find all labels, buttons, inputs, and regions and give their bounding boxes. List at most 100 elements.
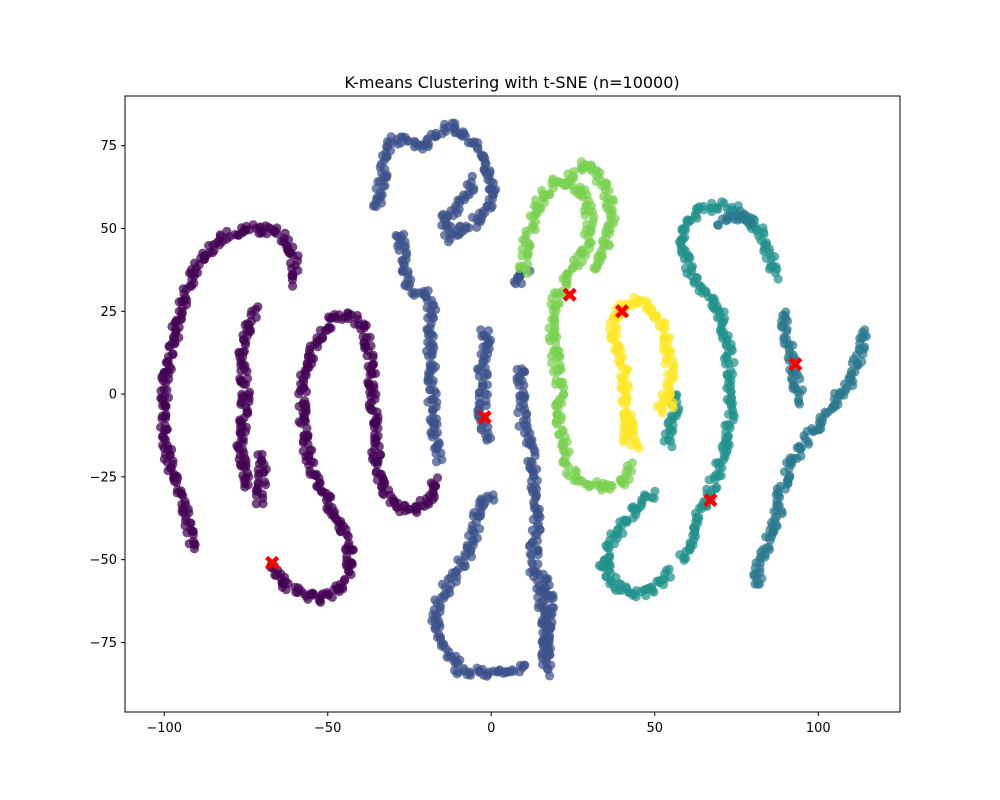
scatter-point xyxy=(610,320,621,330)
scatter-point xyxy=(160,421,170,431)
centroid-marker xyxy=(614,304,630,319)
scatter-point xyxy=(455,557,466,567)
scatter-point xyxy=(432,473,443,483)
scatter-point xyxy=(685,538,695,548)
scatter-point xyxy=(222,226,232,236)
scatter-point xyxy=(344,538,354,548)
scatter-point xyxy=(261,480,271,490)
scatter-point xyxy=(800,434,810,444)
scatter-point xyxy=(617,374,627,384)
scatter-point xyxy=(432,419,442,429)
scatter-point xyxy=(646,303,657,313)
scatter-point xyxy=(558,390,569,400)
x-tick-label: 100 xyxy=(806,721,831,736)
scatter-point xyxy=(168,349,178,359)
scatter-point xyxy=(407,288,417,298)
scatter-point xyxy=(386,132,396,142)
scatter-point xyxy=(234,347,244,357)
scatter-point xyxy=(346,310,356,320)
y-tick-label: −25 xyxy=(90,470,117,485)
centroid-markers-layer xyxy=(265,287,803,571)
scatter-point xyxy=(554,363,565,374)
scatter-point xyxy=(525,211,535,221)
scatter-point xyxy=(551,375,561,385)
scatter-point xyxy=(298,446,308,456)
scatter-point xyxy=(187,526,198,536)
scatter-point xyxy=(431,457,442,467)
scatter-point xyxy=(368,405,378,416)
x-tick-label: 50 xyxy=(646,721,663,736)
scatter-point xyxy=(549,603,559,613)
x-axis: −100 −50 0 50 100 xyxy=(146,712,831,736)
scatter-point xyxy=(561,468,572,478)
scatter-point xyxy=(467,171,477,181)
scatter-point xyxy=(599,242,609,252)
y-tick-label: 50 xyxy=(100,222,117,237)
x-tick-label: −50 xyxy=(314,721,341,736)
y-tick-label: 25 xyxy=(100,305,117,320)
scatter-point xyxy=(784,344,794,354)
scatter-point xyxy=(238,437,248,447)
scatter-point xyxy=(683,215,693,225)
scatter-point xyxy=(567,180,577,190)
scatter-point xyxy=(235,374,245,384)
scatter-point xyxy=(375,176,385,186)
scatter-point xyxy=(428,480,438,490)
scatter-point xyxy=(243,480,253,490)
scatter-point xyxy=(676,234,687,244)
scatter-point xyxy=(339,576,350,586)
scatter-point xyxy=(450,568,460,578)
scatter-point xyxy=(726,366,736,376)
scatter-point xyxy=(299,396,310,406)
scatter-point xyxy=(440,230,450,240)
scatter-point xyxy=(244,387,255,397)
scatter-point xyxy=(617,478,627,488)
scatter-point xyxy=(859,342,870,352)
scatter-point xyxy=(285,248,295,259)
y-axis: 75 50 25 0 −25 −50 −75 xyxy=(90,139,125,651)
scatter-point xyxy=(186,518,196,528)
scatter-point xyxy=(257,449,267,459)
scatter-point xyxy=(253,478,263,488)
scatter-point xyxy=(796,443,807,453)
scatter-point xyxy=(554,298,565,308)
scatter-points-layer xyxy=(156,118,871,681)
scatter-point xyxy=(430,386,440,396)
centroid-marker xyxy=(477,410,492,425)
centroid-marker xyxy=(562,287,577,302)
scatter-point xyxy=(621,424,631,434)
scatter-point xyxy=(658,324,668,334)
scatter-point xyxy=(543,574,553,584)
scatter-point xyxy=(541,631,552,642)
scatter-point xyxy=(305,348,315,358)
scatter-point xyxy=(482,435,492,445)
scatter-point xyxy=(712,482,722,492)
scatter-point xyxy=(518,387,528,397)
centroid-marker xyxy=(703,492,718,508)
scatter-point xyxy=(546,660,556,670)
scatter-point xyxy=(440,119,450,129)
scatter-point xyxy=(713,204,723,214)
scatter-point xyxy=(795,374,805,384)
scatter-point xyxy=(199,251,209,261)
scatter-point xyxy=(522,268,532,279)
scatter-point xyxy=(486,177,496,187)
scatter-point xyxy=(719,198,729,208)
scatter-point xyxy=(662,333,672,344)
scatter-point xyxy=(707,293,717,303)
x-tick-label: 0 xyxy=(487,721,495,736)
scatter-point xyxy=(512,364,522,375)
y-tick-label: 0 xyxy=(109,388,117,403)
scatter-point xyxy=(608,196,618,207)
scatter-point xyxy=(489,495,499,505)
scatter-point xyxy=(428,405,438,415)
y-tick-label: −50 xyxy=(90,553,117,568)
scatter-point xyxy=(365,369,375,380)
scatter-point xyxy=(702,484,712,494)
scatter-point xyxy=(272,229,282,239)
scatter-point xyxy=(687,261,698,272)
scatter-point xyxy=(517,244,527,254)
scatter-point xyxy=(715,311,725,322)
scatter-point xyxy=(533,546,543,556)
scatter-point xyxy=(466,552,477,562)
